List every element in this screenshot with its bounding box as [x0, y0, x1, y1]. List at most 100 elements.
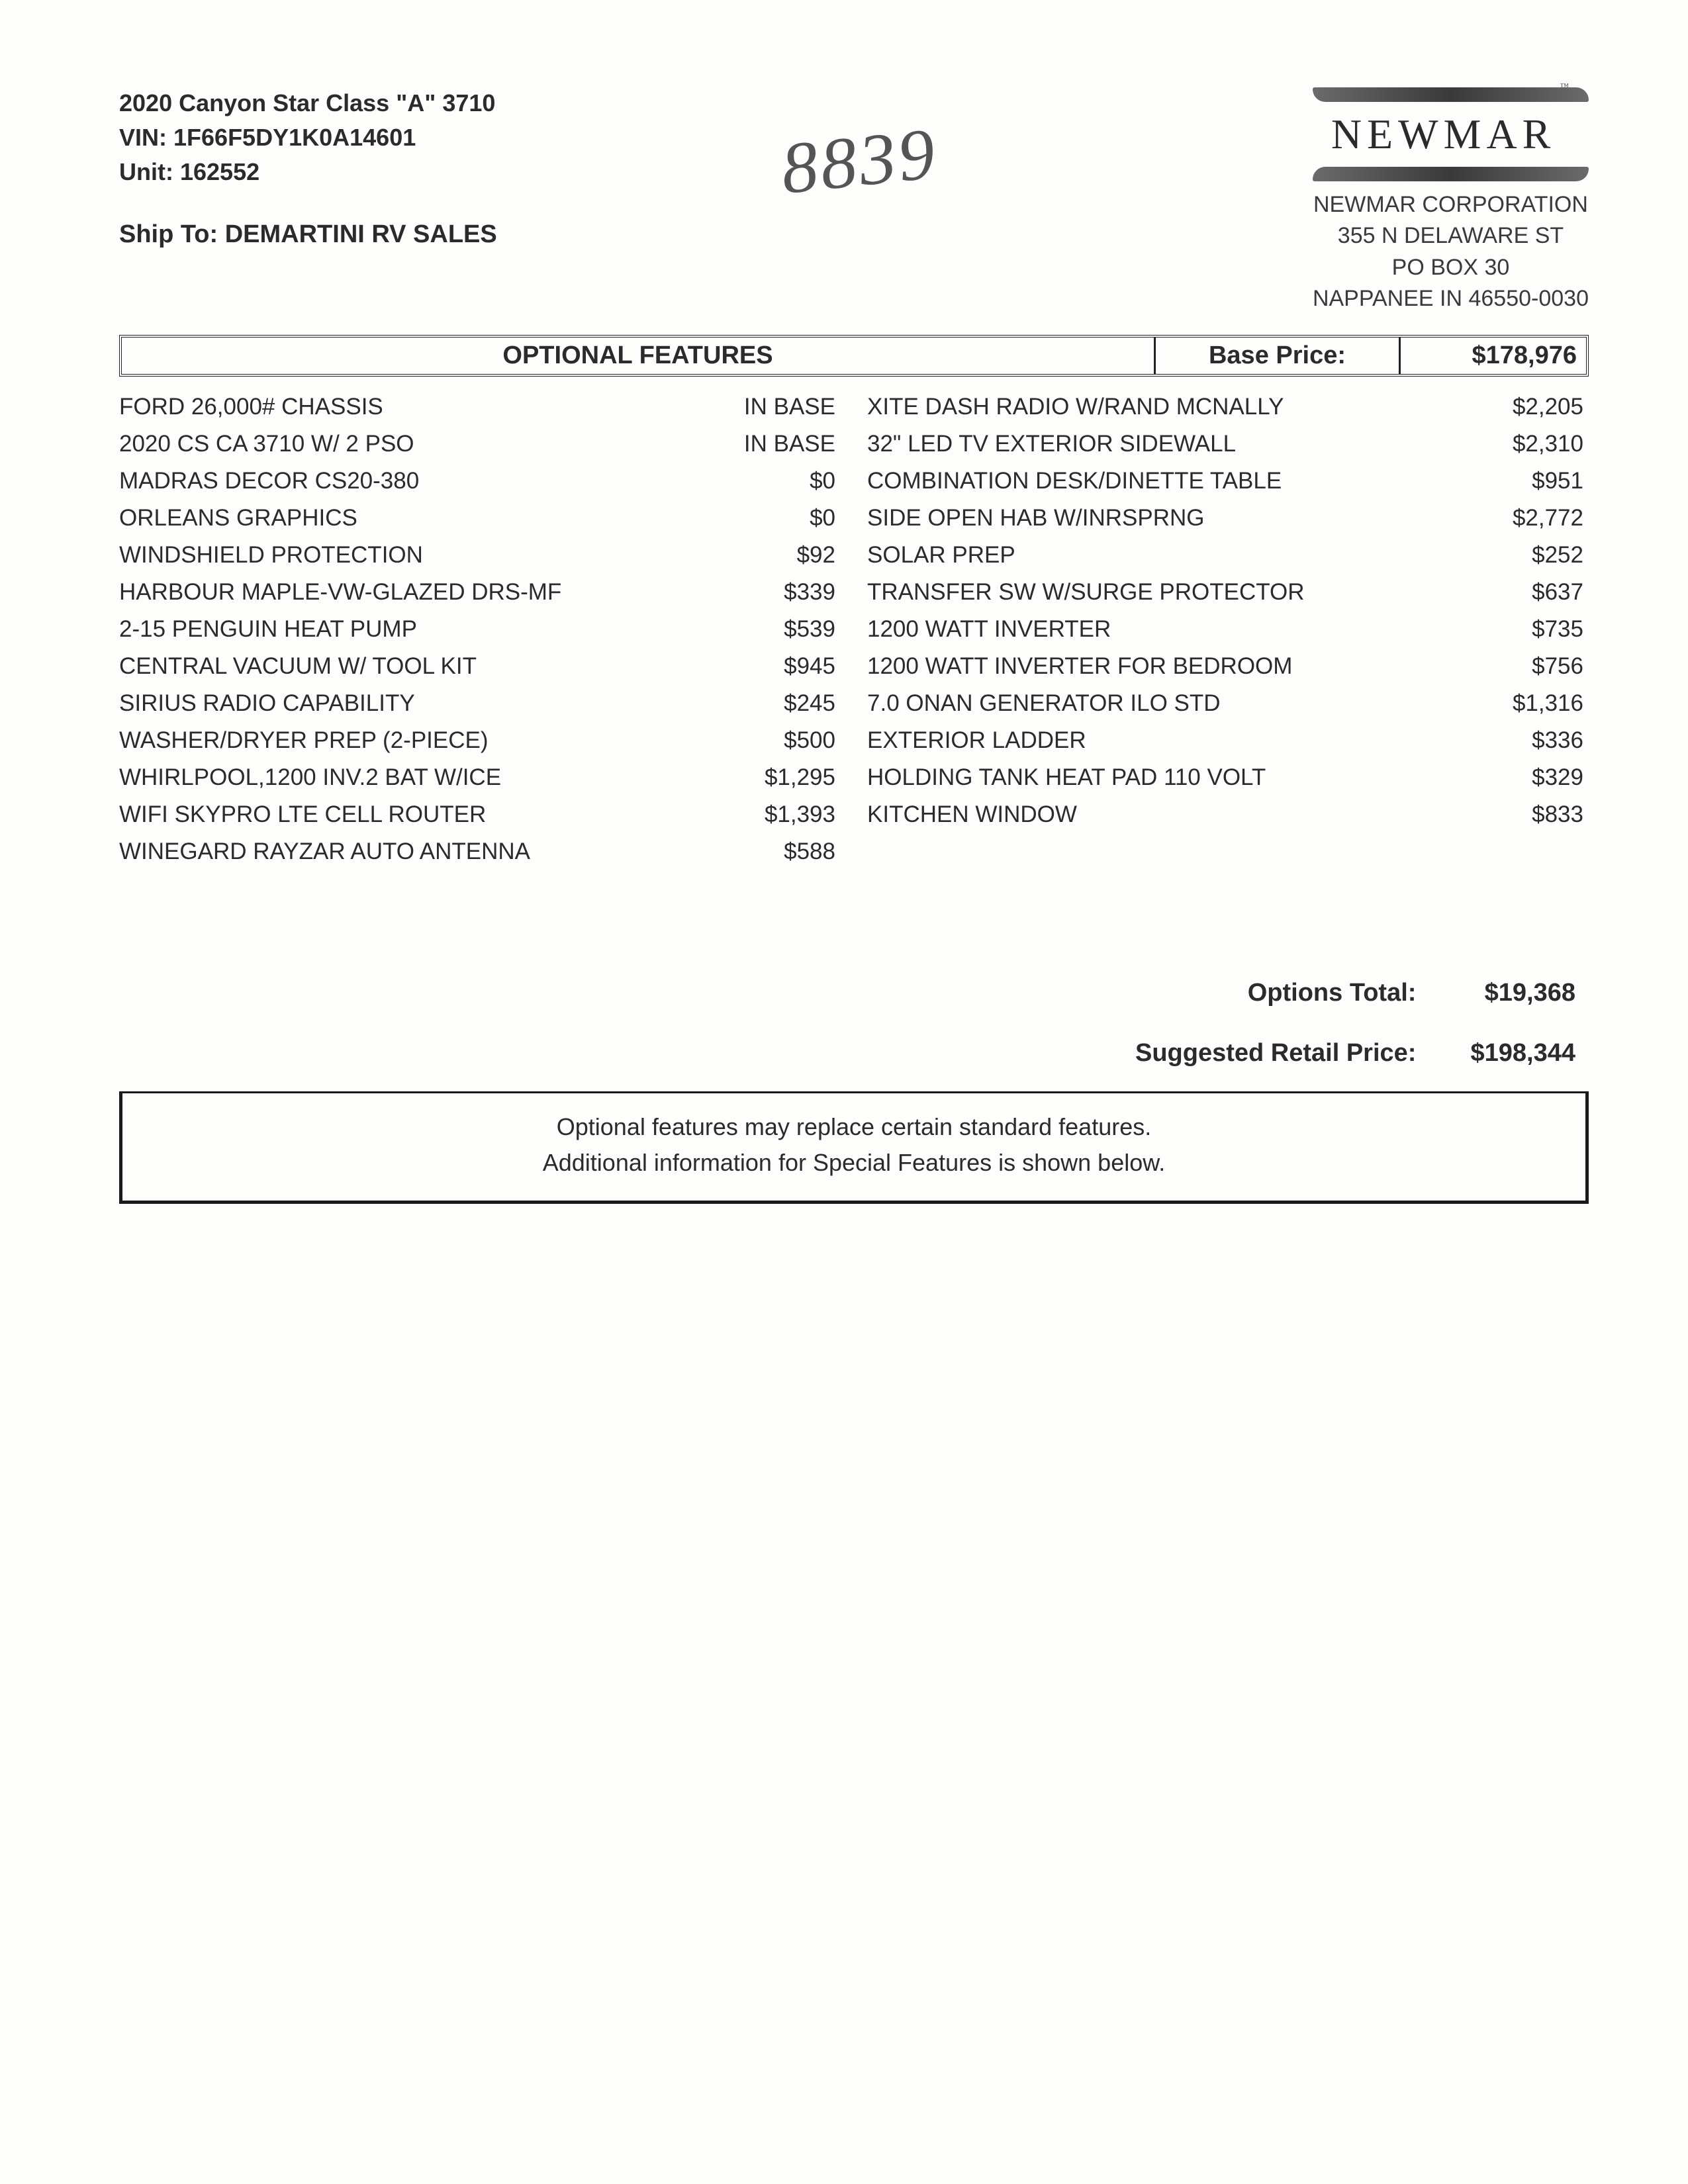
- option-row: 2-15 PENGUIN HEAT PUMP$539: [119, 611, 841, 648]
- option-row: WINEGARD RAYZAR AUTO ANTENNA$588: [119, 833, 841, 870]
- unit-line: Unit: 162552: [119, 155, 497, 189]
- vin-value: 1F66F5DY1K0A14601: [173, 124, 416, 151]
- company-addr3: NAPPANEE IN 46550-0030: [1313, 283, 1589, 315]
- page: 2020 Canyon Star Class "A" 3710 VIN: 1F6…: [0, 0, 1688, 2184]
- option-row: HOLDING TANK HEAT PAD 110 VOLT$329: [867, 759, 1589, 796]
- option-desc: 7.0 ONAN GENERATOR ILO STD: [867, 685, 1456, 722]
- handwritten-number: 8839: [777, 111, 941, 211]
- option-price: $500: [708, 722, 841, 759]
- option-price: $833: [1456, 796, 1589, 833]
- options-column-right: XITE DASH RADIO W/RAND MCNALLY$2,20532" …: [854, 388, 1589, 870]
- features-title: OPTIONAL FEATURES: [122, 338, 1156, 374]
- option-row: WHIRLPOOL,1200 INV.2 BAT W/ICE$1,295: [119, 759, 841, 796]
- option-row: 1200 WATT INVERTER$735: [867, 611, 1589, 648]
- header-right: NEWMAR™ NEWMAR CORPORATION 355 N DELAWAR…: [1313, 86, 1589, 315]
- option-row: WINDSHIELD PROTECTION$92: [119, 537, 841, 574]
- totals: Options Total: $19,368 Suggested Retail …: [119, 963, 1589, 1083]
- option-desc: EXTERIOR LADDER: [867, 722, 1456, 759]
- option-row: WASHER/DRYER PREP (2-PIECE)$500: [119, 722, 841, 759]
- option-row: 32" LED TV EXTERIOR SIDEWALL$2,310: [867, 426, 1589, 463]
- option-desc: TRANSFER SW W/SURGE PROTECTOR: [867, 574, 1456, 611]
- logo-wave-top-icon: [1313, 87, 1589, 102]
- logo-text: NEWMAR™: [1313, 103, 1589, 165]
- option-price: $1,393: [708, 796, 841, 833]
- option-price: $1,295: [708, 759, 841, 796]
- features-bar: OPTIONAL FEATURES Base Price: $178,976: [119, 335, 1589, 377]
- option-row: TRANSFER SW W/SURGE PROTECTOR$637: [867, 574, 1589, 611]
- option-desc: 1200 WATT INVERTER: [867, 611, 1456, 648]
- unit-label: Unit:: [119, 158, 173, 185]
- newmar-logo: NEWMAR™: [1313, 87, 1589, 181]
- option-row: COMBINATION DESK/DINETTE TABLE$951: [867, 463, 1589, 500]
- base-price-label: Base Price:: [1156, 338, 1401, 374]
- vin-line: VIN: 1F66F5DY1K0A14601: [119, 120, 497, 155]
- model-line: 2020 Canyon Star Class "A" 3710: [119, 86, 497, 120]
- options-column-left: FORD 26,000# CHASSISIN BASE2020 CS CA 37…: [119, 388, 854, 870]
- option-desc: WHIRLPOOL,1200 INV.2 BAT W/ICE: [119, 759, 708, 796]
- option-desc: 1200 WATT INVERTER FOR BEDROOM: [867, 648, 1456, 685]
- option-desc: SIRIUS RADIO CAPABILITY: [119, 685, 708, 722]
- option-price: IN BASE: [708, 426, 841, 463]
- option-price: $0: [708, 500, 841, 537]
- option-price: $588: [708, 833, 841, 870]
- option-price: $945: [708, 648, 841, 685]
- base-price-value: $178,976: [1401, 338, 1586, 374]
- option-row: WIFI SKYPRO LTE CELL ROUTER$1,393: [119, 796, 841, 833]
- option-price: $1,316: [1456, 685, 1589, 722]
- option-price: $0: [708, 463, 841, 500]
- option-price: $339: [708, 574, 841, 611]
- option-price: $756: [1456, 648, 1589, 685]
- option-desc: ORLEANS GRAPHICS: [119, 500, 708, 537]
- option-price: $252: [1456, 537, 1589, 574]
- option-price: $637: [1456, 574, 1589, 611]
- option-price: $92: [708, 537, 841, 574]
- option-desc: SIDE OPEN HAB W/INRSPRNG: [867, 500, 1456, 537]
- company-addr2: PO BOX 30: [1313, 252, 1589, 284]
- option-price: $336: [1456, 722, 1589, 759]
- note-box: Optional features may replace certain st…: [119, 1091, 1589, 1204]
- header-left: 2020 Canyon Star Class "A" 3710 VIN: 1F6…: [119, 86, 497, 253]
- option-row: KITCHEN WINDOW$833: [867, 796, 1589, 833]
- option-desc: COMBINATION DESK/DINETTE TABLE: [867, 463, 1456, 500]
- option-price: $329: [1456, 759, 1589, 796]
- options-total-value: $19,368: [1423, 963, 1575, 1023]
- option-row: HARBOUR MAPLE-VW-GLAZED DRS-MF$339: [119, 574, 841, 611]
- option-price: IN BASE: [708, 388, 841, 426]
- options-total-label: Options Total:: [1248, 963, 1417, 1023]
- option-desc: HOLDING TANK HEAT PAD 110 VOLT: [867, 759, 1456, 796]
- shipto-label: Ship To:: [119, 220, 218, 248]
- option-row: FORD 26,000# CHASSISIN BASE: [119, 388, 841, 426]
- option-desc: XITE DASH RADIO W/RAND MCNALLY: [867, 388, 1456, 426]
- option-desc: WINEGARD RAYZAR AUTO ANTENNA: [119, 833, 708, 870]
- option-row: 1200 WATT INVERTER FOR BEDROOM$756: [867, 648, 1589, 685]
- option-desc: KITCHEN WINDOW: [867, 796, 1456, 833]
- option-price: $2,772: [1456, 500, 1589, 537]
- option-desc: 2020 CS CA 3710 W/ 2 PSO: [119, 426, 708, 463]
- options-grid: FORD 26,000# CHASSISIN BASE2020 CS CA 37…: [119, 388, 1589, 870]
- option-row: EXTERIOR LADDER$336: [867, 722, 1589, 759]
- note-line1: Optional features may replace certain st…: [122, 1109, 1585, 1145]
- option-desc: 32" LED TV EXTERIOR SIDEWALL: [867, 426, 1456, 463]
- option-desc: WINDSHIELD PROTECTION: [119, 537, 708, 574]
- vin-label: VIN:: [119, 124, 167, 151]
- option-row: SOLAR PREP$252: [867, 537, 1589, 574]
- option-desc: CENTRAL VACUUM W/ TOOL KIT: [119, 648, 708, 685]
- option-row: CENTRAL VACUUM W/ TOOL KIT$945: [119, 648, 841, 685]
- msrp-label: Suggested Retail Price:: [1135, 1023, 1416, 1083]
- option-price: $951: [1456, 463, 1589, 500]
- logo-brand: NEWMAR: [1331, 111, 1556, 158]
- header: 2020 Canyon Star Class "A" 3710 VIN: 1F6…: [119, 86, 1589, 315]
- company-name: NEWMAR CORPORATION: [1313, 189, 1589, 221]
- option-row: 2020 CS CA 3710 W/ 2 PSOIN BASE: [119, 426, 841, 463]
- option-price: $2,205: [1456, 388, 1589, 426]
- msrp-value: $198,344: [1423, 1023, 1575, 1083]
- option-row: SIDE OPEN HAB W/INRSPRNG$2,772: [867, 500, 1589, 537]
- option-row: XITE DASH RADIO W/RAND MCNALLY$2,205: [867, 388, 1589, 426]
- option-price: $2,310: [1456, 426, 1589, 463]
- option-desc: MADRAS DECOR CS20-380: [119, 463, 708, 500]
- option-desc: WIFI SKYPRO LTE CELL ROUTER: [119, 796, 708, 833]
- company-addr1: 355 N DELAWARE ST: [1313, 220, 1589, 252]
- option-price: $539: [708, 611, 841, 648]
- shipto-line: Ship To: DEMARTINI RV SALES: [119, 216, 497, 253]
- logo-wave-bottom-icon: [1313, 167, 1589, 181]
